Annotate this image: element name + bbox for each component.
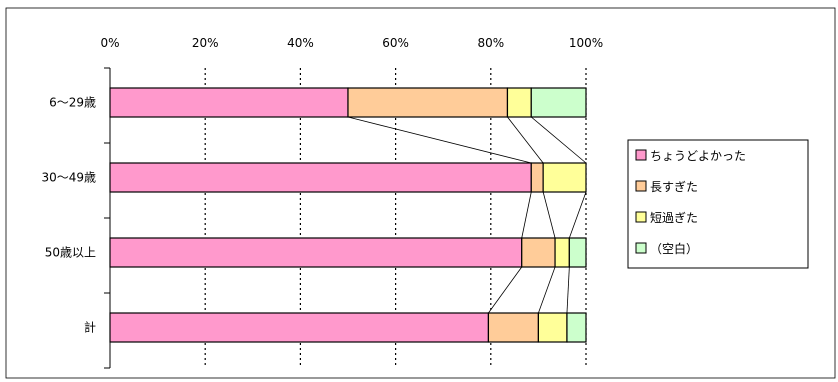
bar-segment — [537, 312, 568, 343]
bar-segment — [566, 312, 587, 343]
x-tick-label: 60% — [382, 36, 409, 50]
bar-segment — [109, 312, 490, 343]
category-label: 50歳以上 — [45, 246, 96, 260]
series-line — [542, 191, 556, 239]
legend-swatch — [635, 242, 647, 254]
bar-segment — [487, 312, 540, 343]
series-line — [538, 266, 556, 314]
legend-swatch — [635, 180, 647, 192]
bar-segment — [109, 237, 523, 268]
bar-segment — [506, 87, 532, 118]
legend-label: ちょうどよかった — [650, 149, 746, 163]
category-label: 6～29歳 — [49, 96, 96, 110]
legend-box — [627, 139, 809, 269]
bar-segment — [521, 237, 556, 268]
bar-segment — [542, 162, 587, 193]
x-tick-label: 0% — [100, 36, 119, 50]
series-line — [347, 116, 532, 164]
series-lines — [347, 116, 587, 314]
legend-label: 長すぎた — [650, 180, 698, 194]
bar-segment — [530, 162, 544, 193]
x-tick-label: 80% — [477, 36, 504, 50]
legend-label: （空白） — [650, 241, 698, 256]
bar-segment — [568, 237, 587, 268]
legend-label: 短過ぎた — [650, 211, 698, 225]
legend-swatch — [635, 211, 647, 223]
bar-segment — [530, 87, 587, 118]
series-line — [488, 266, 523, 314]
series-line — [566, 266, 570, 314]
x-tick-label: 20% — [192, 36, 219, 50]
bars — [109, 87, 587, 343]
series-line — [531, 116, 587, 164]
series-line — [507, 116, 544, 164]
bar-segment — [109, 162, 532, 193]
bar-segment — [554, 237, 570, 268]
series-line — [521, 191, 532, 239]
x-tick-label: 100% — [569, 36, 603, 50]
legend-swatch — [635, 149, 647, 161]
bar-segment — [109, 87, 349, 118]
x-tick-label: 40% — [287, 36, 314, 50]
category-label: 計 — [84, 320, 96, 335]
bar-segment — [347, 87, 509, 118]
category-label: 30～49歳 — [41, 171, 96, 185]
series-line — [568, 191, 587, 239]
x-tick-labels: 0% 20% 40% 60% 80% 100% — [100, 36, 603, 50]
